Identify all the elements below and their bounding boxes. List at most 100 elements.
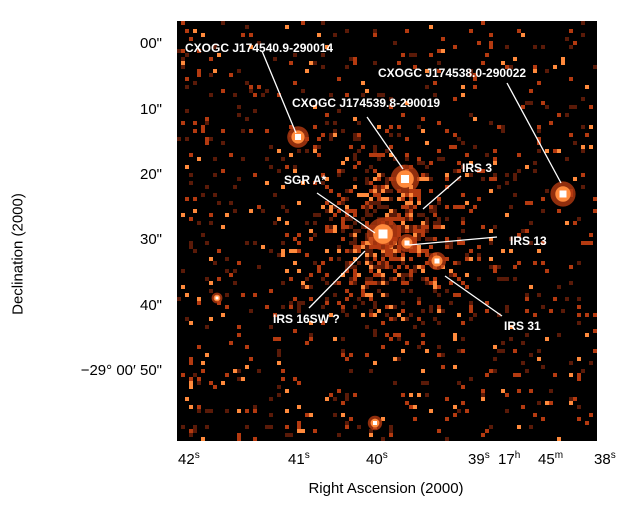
photon-pixel xyxy=(237,333,241,337)
photon-pixel xyxy=(357,137,361,141)
photon-pixel xyxy=(353,61,357,65)
photon-pixel xyxy=(409,189,413,193)
photon-pixel xyxy=(441,157,445,161)
photon-pixel xyxy=(345,357,349,361)
photon-pixel xyxy=(417,201,421,205)
photon-pixel xyxy=(325,397,329,401)
photon-pixel xyxy=(197,297,201,301)
photon-pixel xyxy=(181,61,185,65)
photon-pixel xyxy=(365,237,369,241)
photon-pixel xyxy=(285,221,289,225)
photon-pixel xyxy=(369,245,373,249)
photon-pixel xyxy=(305,221,309,225)
photon-pixel xyxy=(541,261,545,265)
photon-pixel xyxy=(533,169,537,173)
photon-pixel xyxy=(545,269,549,273)
photon-pixel xyxy=(329,205,333,209)
photon-pixel xyxy=(305,277,309,281)
photon-pixel xyxy=(425,277,429,281)
photon-pixel xyxy=(433,317,437,321)
photon-pixel xyxy=(341,161,345,165)
photon-pixel xyxy=(313,221,317,225)
photon-pixel xyxy=(569,77,573,81)
photon-pixel xyxy=(417,253,421,257)
photon-pixel xyxy=(429,245,433,249)
photon-pixel xyxy=(445,289,449,293)
photon-pixel xyxy=(497,265,501,269)
photon-pixel xyxy=(521,341,525,345)
photon-pixel xyxy=(389,197,393,201)
photon-pixel xyxy=(353,209,357,213)
photon-pixel xyxy=(465,173,469,177)
photon-pixel xyxy=(397,225,401,229)
photon-pixel xyxy=(281,157,285,161)
photon-pixel xyxy=(425,141,429,145)
photon-pixel xyxy=(293,165,297,169)
photon-pixel xyxy=(217,53,221,57)
photon-pixel xyxy=(397,213,401,217)
photon-pixel xyxy=(421,333,425,337)
photon-pixel xyxy=(541,209,545,213)
photon-pixel xyxy=(337,257,341,261)
photon-pixel xyxy=(361,293,365,297)
photon-pixel xyxy=(425,229,429,233)
photon-pixel xyxy=(489,121,493,125)
photon-pixel xyxy=(445,177,449,181)
photon-pixel xyxy=(505,305,509,309)
photon-pixel xyxy=(369,293,373,297)
photon-pixel xyxy=(429,25,433,29)
photon-pixel xyxy=(509,249,513,253)
photon-pixel xyxy=(377,157,381,161)
photon-pixel xyxy=(377,289,381,293)
photon-pixel xyxy=(465,273,469,277)
photon-pixel xyxy=(401,229,405,233)
photon-pixel xyxy=(565,157,569,161)
photon-pixel xyxy=(325,229,329,233)
photon-pixel xyxy=(425,381,429,385)
photon-pixel xyxy=(413,417,417,421)
photon-pixel xyxy=(381,273,385,277)
photon-pixel xyxy=(433,237,437,241)
photon-pixel xyxy=(513,277,517,281)
photon-pixel xyxy=(593,197,597,201)
photon-pixel xyxy=(185,197,189,201)
photon-pixel xyxy=(381,417,385,421)
photon-pixel xyxy=(273,193,277,197)
photon-pixel xyxy=(493,369,497,373)
photon-pixel xyxy=(509,325,513,329)
photon-pixel xyxy=(393,269,397,273)
photon-pixel xyxy=(385,249,389,253)
photon-pixel xyxy=(177,49,181,53)
photon-pixel xyxy=(193,249,197,253)
photon-pixel xyxy=(537,293,541,297)
photon-pixel xyxy=(461,221,465,225)
photon-pixel xyxy=(305,149,309,153)
photon-pixel xyxy=(457,237,461,241)
photon-pixel xyxy=(329,393,333,397)
photon-pixel xyxy=(413,269,417,273)
photon-pixel xyxy=(389,213,393,217)
photon-pixel xyxy=(209,409,213,413)
photon-pixel xyxy=(185,293,189,297)
photon-pixel xyxy=(421,341,425,345)
photon-pixel xyxy=(369,201,373,205)
photon-pixel xyxy=(417,213,421,217)
photon-pixel xyxy=(345,157,349,161)
photon-pixel xyxy=(437,49,441,53)
photon-pixel xyxy=(441,49,445,53)
photon-pixel xyxy=(397,249,401,253)
photon-pixel xyxy=(353,185,357,189)
photon-pixel xyxy=(233,369,237,373)
photon-pixel xyxy=(577,297,581,301)
photon-pixel xyxy=(297,241,301,245)
photon-pixel xyxy=(537,249,541,253)
photon-pixel xyxy=(325,297,329,301)
photon-pixel xyxy=(393,209,397,213)
photon-pixel xyxy=(353,237,357,241)
photon-pixel xyxy=(221,89,225,93)
photon-pixel xyxy=(357,245,361,249)
photon-pixel xyxy=(401,205,405,209)
photon-pixel xyxy=(497,125,501,129)
photon-pixel xyxy=(253,109,257,113)
photon-pixel xyxy=(481,389,485,393)
